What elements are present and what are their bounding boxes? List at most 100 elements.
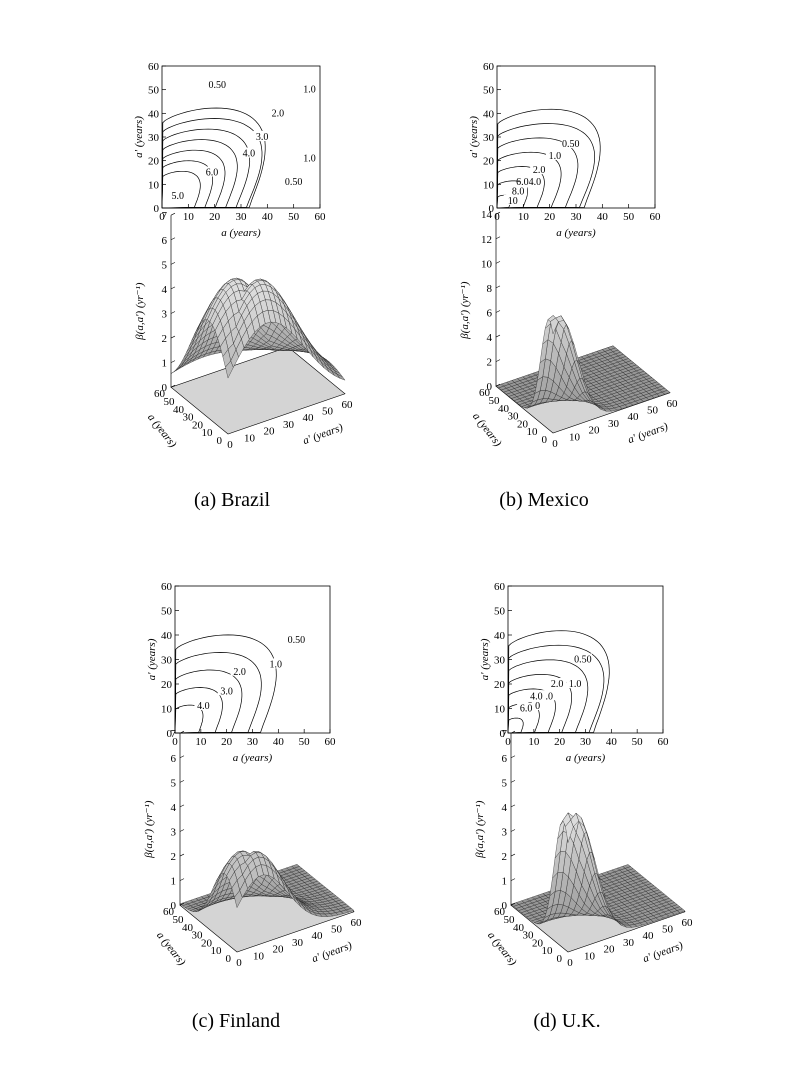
ap-tick-label: 10 <box>584 950 596 962</box>
z-tick <box>179 755 185 759</box>
z-tick-label: 0 <box>487 381 493 393</box>
z-tick-label: 5 <box>162 259 168 271</box>
ap-axis-label: a' (years) <box>301 421 345 447</box>
y-tick-label: 0 <box>500 728 506 740</box>
x-axis-label: a (years) <box>221 227 261 239</box>
ap-tick-label: 50 <box>331 924 343 936</box>
z-tick-label: 1 <box>162 358 168 370</box>
contour-label-bg <box>253 131 272 141</box>
contour-label: 1.0 <box>303 85 316 96</box>
a-tick-label: 50 <box>489 395 501 407</box>
ap-tick-label: 10 <box>569 431 581 443</box>
ap-tick-label: 10 <box>253 950 265 962</box>
contour-label-bg <box>217 685 236 696</box>
contour-label-bg <box>300 83 319 94</box>
z-tick <box>179 853 185 857</box>
a-tick-label: 10 <box>542 945 554 957</box>
contour-label: 3.0 <box>220 686 233 697</box>
contour-label-bg <box>517 702 536 713</box>
y-tick-label: 60 <box>148 61 160 73</box>
y-tick-label: 10 <box>148 179 160 191</box>
a-tick-label: 40 <box>173 404 185 416</box>
contour-line <box>174 652 262 734</box>
ap-tick-label: 20 <box>589 425 601 437</box>
z-tick <box>495 310 501 313</box>
y-tick-label: 50 <box>494 606 506 618</box>
x-tick-label: 40 <box>262 211 274 223</box>
contour-label-bg <box>545 149 564 160</box>
z-tick-label: 8 <box>487 283 493 295</box>
surface-mesh-cell <box>565 819 574 843</box>
y-tick-label: 0 <box>489 203 495 215</box>
contour-line <box>174 634 277 734</box>
ap-tick-label: 40 <box>303 412 315 424</box>
z-tick <box>510 804 516 808</box>
z-tick <box>495 261 501 264</box>
ap-tick-label: 50 <box>322 406 334 418</box>
contour-line <box>161 107 266 209</box>
x-tick-label: 60 <box>650 211 662 223</box>
a-tick-label: 20 <box>192 419 204 431</box>
z-tick <box>170 384 176 388</box>
y-tick-label: 50 <box>483 85 495 97</box>
x-tick-label: 40 <box>606 736 618 748</box>
ap-tick-label: 30 <box>608 418 620 430</box>
contour-label: 3.0 <box>541 691 554 702</box>
contour-label: 1.0 <box>303 153 316 164</box>
contour-line <box>161 160 213 209</box>
x-tick-label: 50 <box>288 211 300 223</box>
panel-caption: (a) Brazil <box>194 489 271 511</box>
z-tick <box>510 829 516 832</box>
panel-caption: (d) U.K. <box>533 1010 600 1032</box>
contour-label: 4.0 <box>530 691 543 702</box>
a-tick-label: 30 <box>192 930 204 942</box>
ap-tick-label: 60 <box>682 917 694 929</box>
y-tick-label: 10 <box>494 704 506 716</box>
z-tick <box>170 286 176 290</box>
surface-mesh-cell <box>550 317 559 335</box>
z-tick-label: 6 <box>487 307 493 319</box>
z-tick <box>179 730 185 734</box>
z-tick <box>170 237 176 241</box>
contour-label: 0.50 <box>288 635 306 646</box>
z-tick-label: 2 <box>171 851 177 863</box>
ap-tick-label: 60 <box>342 399 354 411</box>
ap-tick-label: 40 <box>312 930 324 942</box>
contour-label-bg <box>509 185 528 196</box>
x-tick-label: 40 <box>273 736 285 748</box>
a-tick-label: 30 <box>523 930 535 942</box>
a-tick-label: 0 <box>557 953 563 965</box>
contour-label: 3.0 <box>256 132 269 143</box>
y-tick-label: 0 <box>167 728 173 740</box>
x-tick-label: 10 <box>195 736 207 748</box>
y-tick-label: 10 <box>161 704 173 716</box>
a-tick-label: 30 <box>183 412 195 424</box>
contour-label: 2.0 <box>533 165 546 176</box>
z-tick <box>495 236 501 240</box>
contour-plot-a: 0 10 20 30 40 50 60 0 10 20 30 40 50 60 a (years) a' (y… <box>133 61 326 239</box>
ap-tick-label: 30 <box>292 937 304 949</box>
x-tick-label: 10 <box>528 736 540 748</box>
contour-label: 1.0 <box>549 151 562 162</box>
panel-caption: (c) Finland <box>192 1010 280 1032</box>
x-tick-label: 10 <box>183 211 195 223</box>
z-tick <box>495 334 501 338</box>
y-tick-label: 40 <box>161 630 173 642</box>
x-tick-label: 10 <box>518 211 530 223</box>
z-tick <box>510 730 516 734</box>
contour-line <box>161 149 226 209</box>
z-tick-label: 3 <box>162 308 168 320</box>
contour-label-bg <box>168 190 187 201</box>
z-axis-label: β(a,a') (yr⁻¹) <box>134 282 146 341</box>
z-tick-label: 0 <box>171 900 177 912</box>
y-tick-label: 20 <box>161 679 173 691</box>
contour-label-bg <box>284 175 303 186</box>
contour-label-bg <box>266 658 285 669</box>
ap-tick-label: 0 <box>236 957 242 969</box>
ap-tick-label: 20 <box>264 426 276 438</box>
ap-tick-label: 50 <box>662 924 674 936</box>
